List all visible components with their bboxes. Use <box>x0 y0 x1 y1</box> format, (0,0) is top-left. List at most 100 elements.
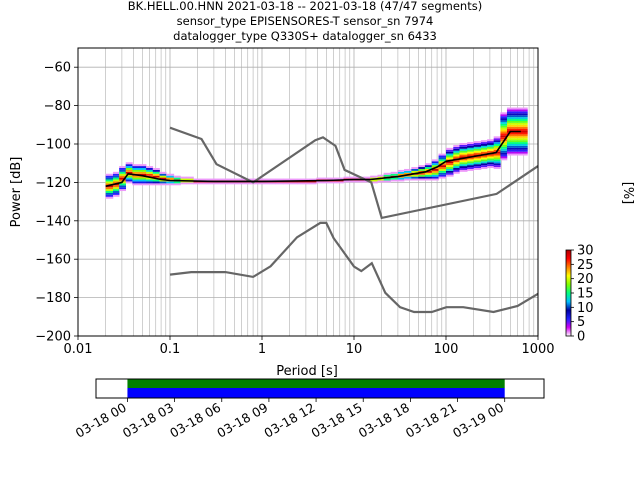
psd-cell <box>438 157 447 160</box>
timeline-bar <box>127 379 505 388</box>
psd-cell <box>514 147 522 150</box>
psd-cell <box>506 144 515 146</box>
psd-cell <box>132 183 140 186</box>
psd-cell <box>467 165 474 168</box>
psd-cell <box>173 177 181 180</box>
psd-cell <box>520 111 528 114</box>
psd-cell <box>404 170 412 173</box>
psd-cell <box>487 150 495 153</box>
psd-cell <box>438 153 447 156</box>
psd-cell <box>112 185 120 188</box>
psd-cell <box>473 150 482 153</box>
psd-cell <box>262 182 270 185</box>
psd-cell <box>459 164 468 167</box>
psd-cell <box>424 170 433 173</box>
psd-cell <box>506 124 515 127</box>
psd-cell <box>166 173 175 176</box>
psd-cell <box>125 177 133 180</box>
psd-cell <box>322 181 331 184</box>
psd-cell <box>487 154 495 157</box>
psd-cell <box>514 124 522 127</box>
timeline-tick-label: 03-18 09 <box>214 400 270 441</box>
psd-cell <box>132 169 140 172</box>
psd-cell <box>520 142 528 144</box>
psd-cell <box>152 168 160 170</box>
psd-cell <box>493 167 501 169</box>
psd-cell <box>500 121 508 124</box>
psd-cell <box>186 176 194 179</box>
psd-cell <box>119 173 127 176</box>
psd-cell <box>473 143 482 145</box>
colorbar-tick-label: 25 <box>577 258 594 273</box>
psd-cell <box>514 115 522 118</box>
psd-cell <box>431 174 439 177</box>
psd-cell <box>520 149 528 152</box>
psd-cell <box>132 181 140 184</box>
psd-cell <box>500 127 508 130</box>
psd-cell <box>152 181 160 184</box>
psd-cell <box>459 152 468 155</box>
psd-cell <box>330 181 338 184</box>
psd-cell <box>138 183 147 186</box>
psd-cell <box>152 169 160 172</box>
psd-cell <box>247 182 255 185</box>
psd-cell <box>506 151 515 154</box>
psd-cell <box>480 151 488 154</box>
psd-cell <box>193 182 200 185</box>
psd-cell <box>390 171 399 174</box>
psd-cell <box>446 147 454 150</box>
psd-cell <box>520 124 528 127</box>
psd-cell <box>473 166 482 168</box>
psd-cell <box>467 167 474 169</box>
psd-cell <box>146 177 154 180</box>
y-tick-label: −60 <box>44 61 71 76</box>
psd-cell <box>132 177 140 180</box>
psd-cell <box>514 140 522 143</box>
psd-cell <box>500 156 508 159</box>
psd-cell <box>431 159 439 162</box>
psd-cell <box>514 136 522 139</box>
timeline-tick-label: 03-18 18 <box>356 400 412 441</box>
psd-cell <box>411 176 419 179</box>
y-axis-label: Power [dB] <box>9 157 24 228</box>
psd-cell <box>138 168 147 170</box>
psd-cell <box>514 119 522 121</box>
psd-cell <box>459 144 468 147</box>
colorbar-tick-label: 15 <box>577 287 594 302</box>
psd-cell <box>480 167 488 169</box>
psd-cell <box>316 181 324 184</box>
psd-cell <box>330 177 338 180</box>
psd-cell <box>520 147 528 150</box>
psd-cell <box>500 137 508 140</box>
psd-cell <box>159 181 167 184</box>
psd-cell <box>289 178 298 181</box>
psd-cell <box>418 172 426 175</box>
psd-cell <box>180 182 187 185</box>
psd-cell <box>152 179 160 182</box>
psd-cell <box>411 168 419 171</box>
psd-cell <box>500 131 508 134</box>
psd-cell <box>467 149 474 152</box>
psd-cell <box>506 119 515 121</box>
psd-cell <box>303 182 311 185</box>
psd-cell <box>520 153 528 156</box>
psd-cell <box>520 138 528 141</box>
psd-cell <box>227 178 235 181</box>
psd-cell <box>514 126 522 129</box>
psd-cell <box>138 175 147 178</box>
psd-cell <box>138 169 147 172</box>
psd-cell <box>459 162 468 165</box>
psd-cell <box>283 178 290 181</box>
y-tick-label: −180 <box>35 291 71 306</box>
psd-cell <box>506 126 515 129</box>
psd-cell <box>500 125 508 128</box>
psd-cell <box>446 151 454 154</box>
colorbar-tick-label: 5 <box>577 315 585 330</box>
psd-cell <box>520 140 528 143</box>
psd-cell <box>514 122 522 125</box>
psd-cell <box>119 168 127 170</box>
y-tick-label: −160 <box>35 253 71 268</box>
psd-cell <box>112 173 120 176</box>
psd-cell <box>467 151 474 154</box>
psd-cell <box>146 173 154 176</box>
